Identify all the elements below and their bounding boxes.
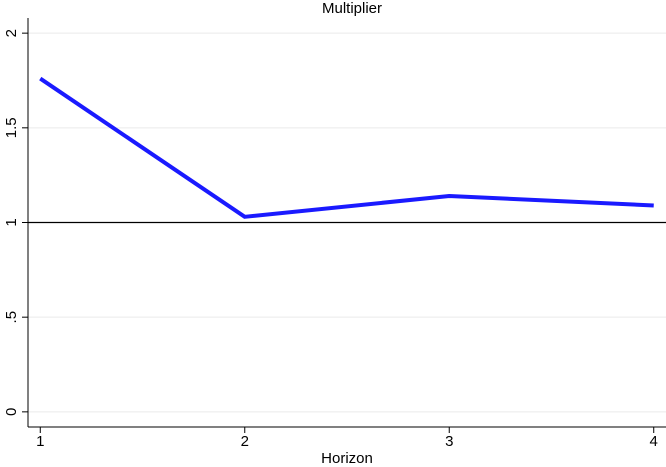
data-line (39, 76, 654, 219)
y-tick-label: 1 (3, 218, 20, 226)
x-tick-label: 1 (36, 433, 44, 450)
x-tick-label: 4 (650, 433, 658, 450)
x-tick-label: 3 (445, 433, 453, 450)
y-tick-label: 2 (3, 29, 20, 37)
y-tick-label: 1.5 (3, 117, 20, 138)
y-tick-label: .5 (3, 311, 20, 324)
y-tick-label: 0 (3, 408, 20, 416)
x-axis-label: Horizon (321, 450, 373, 467)
chart-title: Multiplier (322, 0, 382, 17)
x-tick-label: 2 (241, 433, 249, 450)
